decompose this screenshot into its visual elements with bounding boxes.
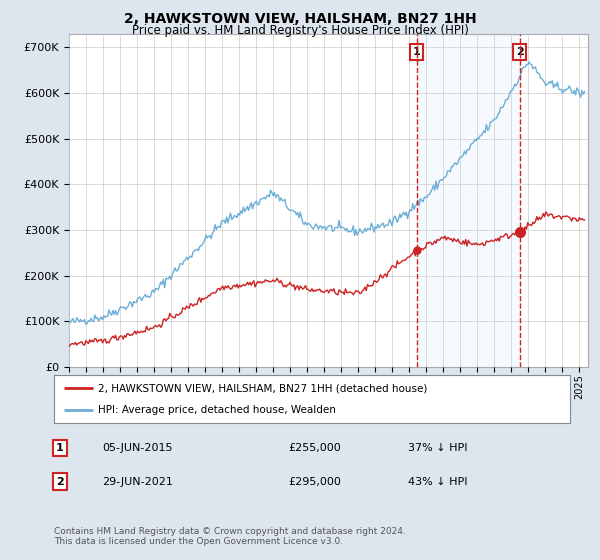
Text: Price paid vs. HM Land Registry's House Price Index (HPI): Price paid vs. HM Land Registry's House …: [131, 24, 469, 36]
Text: 05-JUN-2015: 05-JUN-2015: [102, 443, 173, 453]
Text: 2, HAWKSTOWN VIEW, HAILSHAM, BN27 1HH (detached house): 2, HAWKSTOWN VIEW, HAILSHAM, BN27 1HH (d…: [98, 383, 427, 393]
Text: 2: 2: [516, 47, 524, 57]
Text: 43% ↓ HPI: 43% ↓ HPI: [408, 477, 467, 487]
Text: 29-JUN-2021: 29-JUN-2021: [102, 477, 173, 487]
Text: Contains HM Land Registry data © Crown copyright and database right 2024.
This d: Contains HM Land Registry data © Crown c…: [54, 526, 406, 546]
Text: 37% ↓ HPI: 37% ↓ HPI: [408, 443, 467, 453]
Text: 1: 1: [56, 443, 64, 453]
Text: £295,000: £295,000: [288, 477, 341, 487]
Text: 2: 2: [56, 477, 64, 487]
Text: 2, HAWKSTOWN VIEW, HAILSHAM, BN27 1HH: 2, HAWKSTOWN VIEW, HAILSHAM, BN27 1HH: [124, 12, 476, 26]
Text: HPI: Average price, detached house, Wealden: HPI: Average price, detached house, Weal…: [98, 405, 336, 415]
Bar: [417, 34, 520, 367]
Text: 1: 1: [413, 47, 421, 57]
Text: £255,000: £255,000: [288, 443, 341, 453]
